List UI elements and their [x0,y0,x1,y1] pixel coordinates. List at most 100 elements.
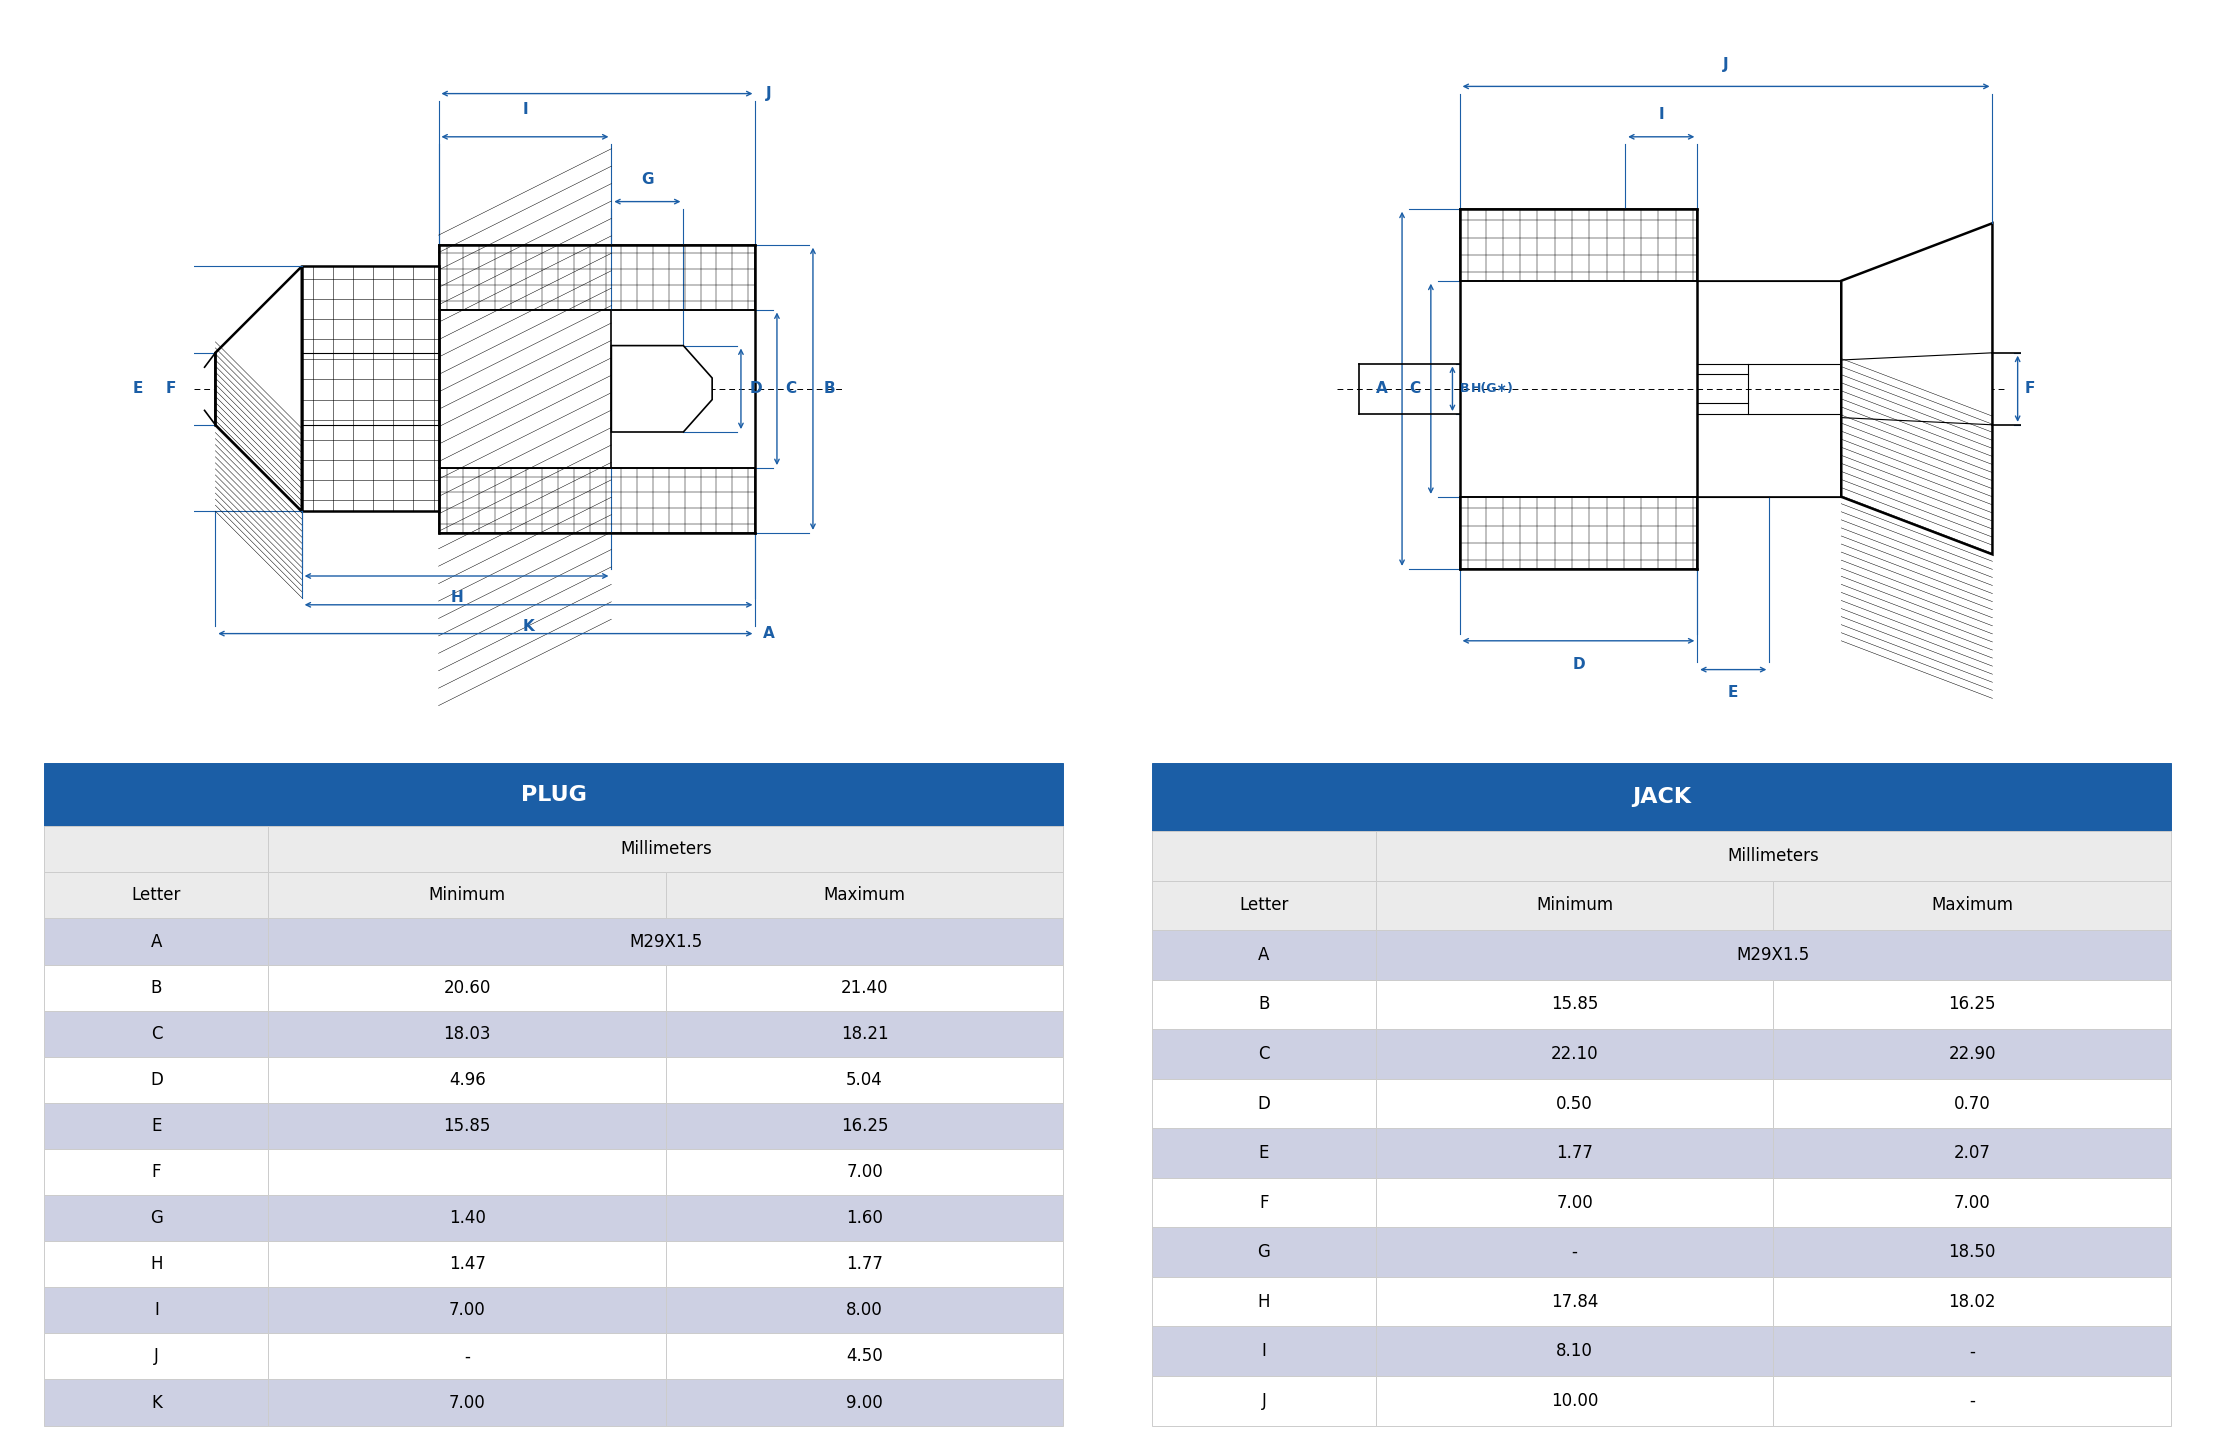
Text: H(G∗): H(G∗) [1471,382,1513,396]
Text: 0.50: 0.50 [1557,1094,1593,1113]
Polygon shape [611,346,713,432]
Text: Millimeters: Millimeters [620,841,711,858]
Text: Maximum: Maximum [824,887,906,904]
Bar [667,1195,1063,1241]
Text: 22.10: 22.10 [1550,1045,1599,1063]
Bar [667,1287,1063,1333]
Text: F: F [166,382,175,396]
Text: 17.84: 17.84 [1550,1293,1599,1310]
Text: 16.25: 16.25 [1949,995,1996,1014]
Text: 5.04: 5.04 [846,1071,884,1089]
Bar [1152,1227,1376,1277]
Text: B: B [824,382,835,396]
Bar [268,1103,667,1149]
Bar [44,763,1063,827]
Bar [1376,979,1774,1030]
Bar [1774,1178,2171,1227]
Text: Minimum: Minimum [427,887,505,904]
Text: 18.03: 18.03 [443,1025,492,1043]
Text: PLUG: PLUG [521,785,587,805]
Text: -: - [1969,1342,1976,1361]
Bar [667,1333,1063,1380]
Polygon shape [439,468,755,533]
Bar [268,1011,667,1057]
Text: 2.07: 2.07 [1954,1143,1991,1162]
Text: 7.00: 7.00 [846,1164,884,1181]
Polygon shape [215,266,301,511]
Text: H: H [1258,1293,1269,1310]
Text: M29X1.5: M29X1.5 [629,933,702,950]
Bar [1774,1129,2171,1178]
Text: -: - [465,1348,470,1365]
Text: C: C [786,382,797,396]
Bar [268,1287,667,1333]
Text: E: E [133,382,144,396]
Text: 8.00: 8.00 [846,1302,884,1319]
Text: J: J [766,86,771,101]
Text: D: D [749,382,762,396]
Bar [44,1011,268,1057]
Text: -: - [1573,1243,1577,1261]
Text: H: H [450,590,463,605]
Bar [44,1333,268,1380]
Text: F: F [151,1164,162,1181]
Bar [44,919,268,965]
Text: 8.10: 8.10 [1557,1342,1593,1361]
Text: F: F [1258,1194,1269,1211]
Text: A: A [1376,382,1387,396]
Bar [44,1103,268,1149]
Text: I: I [153,1302,159,1319]
Text: M29X1.5: M29X1.5 [1737,946,1810,963]
Bar [268,1057,667,1103]
Text: Maximum: Maximum [1931,896,2013,914]
Text: 1.47: 1.47 [450,1256,485,1273]
Bar [44,1241,268,1287]
Bar [667,1057,1063,1103]
Bar [1152,930,1376,979]
Bar [268,827,1063,873]
Text: K: K [523,619,534,634]
Bar [1774,880,2171,930]
Bar [667,1241,1063,1287]
Bar [1774,1277,2171,1326]
Text: D: D [1258,1094,1271,1113]
Text: 7.00: 7.00 [450,1394,485,1411]
Bar [1152,1129,1376,1178]
Bar [1152,1178,1376,1227]
Bar [44,1287,268,1333]
Bar [1774,979,2171,1030]
Bar [1376,880,1774,930]
Bar [1774,1079,2171,1129]
Bar [1774,1227,2171,1277]
Bar [667,1103,1063,1149]
Bar [667,1380,1063,1426]
Bar [44,1195,268,1241]
Bar [1774,1326,2171,1377]
Text: G: G [640,173,653,187]
Bar [1376,1030,1774,1079]
Text: 18.50: 18.50 [1949,1243,1996,1261]
Text: I: I [1659,108,1663,122]
Bar [268,1380,667,1426]
Bar [268,1241,667,1287]
Text: JACK: JACK [1632,788,1690,806]
Bar [1376,1129,1774,1178]
Bar [1376,930,2171,979]
Bar [268,965,667,1011]
Text: G: G [1258,1243,1271,1261]
Bar [1152,880,1376,930]
Text: B: B [1258,995,1269,1014]
Polygon shape [301,266,439,511]
Text: I: I [523,102,527,117]
Text: 10.00: 10.00 [1550,1392,1599,1410]
Text: 1.77: 1.77 [1557,1143,1593,1162]
Bar [268,1195,667,1241]
Bar [1376,1326,1774,1377]
Text: E: E [1258,1143,1269,1162]
Text: 7.00: 7.00 [450,1302,485,1319]
Bar [667,1011,1063,1057]
Text: H: H [151,1256,162,1273]
Bar [1152,1079,1376,1129]
Bar [1152,1030,1376,1079]
Text: 4.50: 4.50 [846,1348,884,1365]
